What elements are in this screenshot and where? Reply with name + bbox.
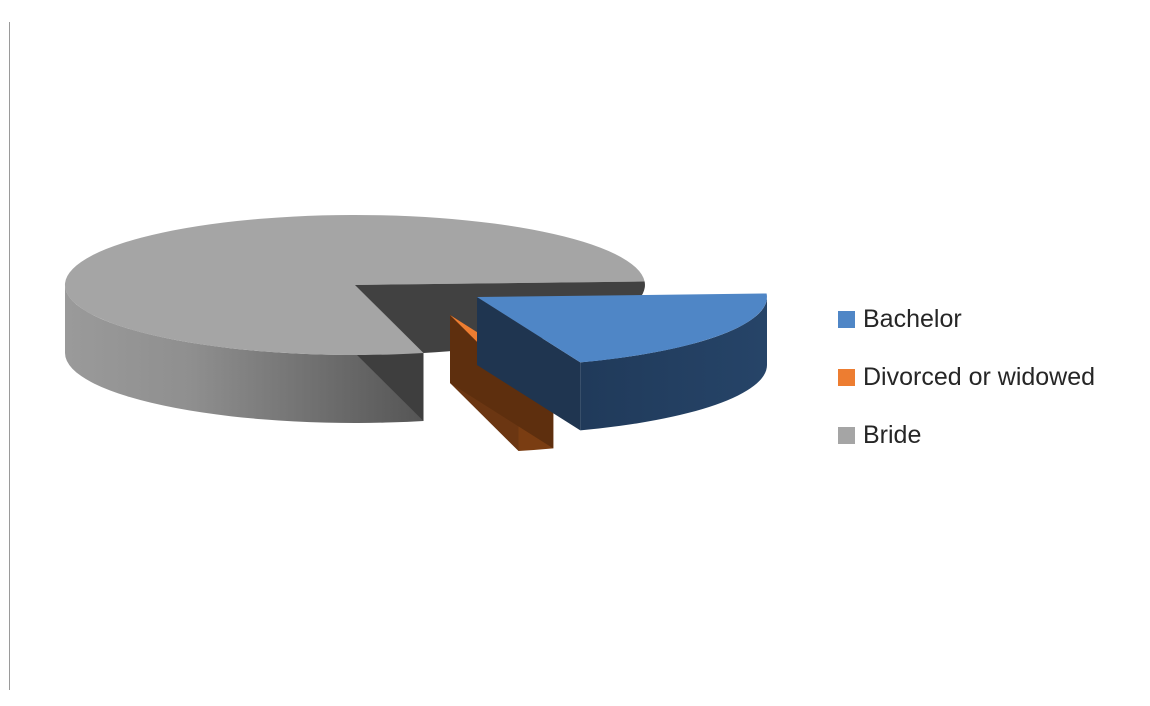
chart-left-border [9,22,10,690]
legend-label: Divorced or widowed [863,362,1096,391]
slice-top-bride [64,214,645,355]
slice-face-divorced-or-widowed-front [450,315,554,449]
legend: Bachelor Divorced or widowed Bride [838,290,1095,464]
legend-item-divorced-or-widowed: Divorced or widowed [838,348,1095,406]
legend-swatch [838,368,855,386]
legend-item-bachelor: Bachelor [838,290,1095,348]
slice-face-bachelor [477,297,581,431]
slice-top-bachelor [477,293,767,363]
legend-swatch [838,426,855,444]
legend-label: Bride [863,420,922,449]
legend-label: Bachelor [863,304,962,333]
legend-swatch [838,310,855,328]
legend-item-bride: Bride [838,406,1095,464]
slice-side-bachelor [580,297,767,431]
slice-side-bride [65,285,424,423]
